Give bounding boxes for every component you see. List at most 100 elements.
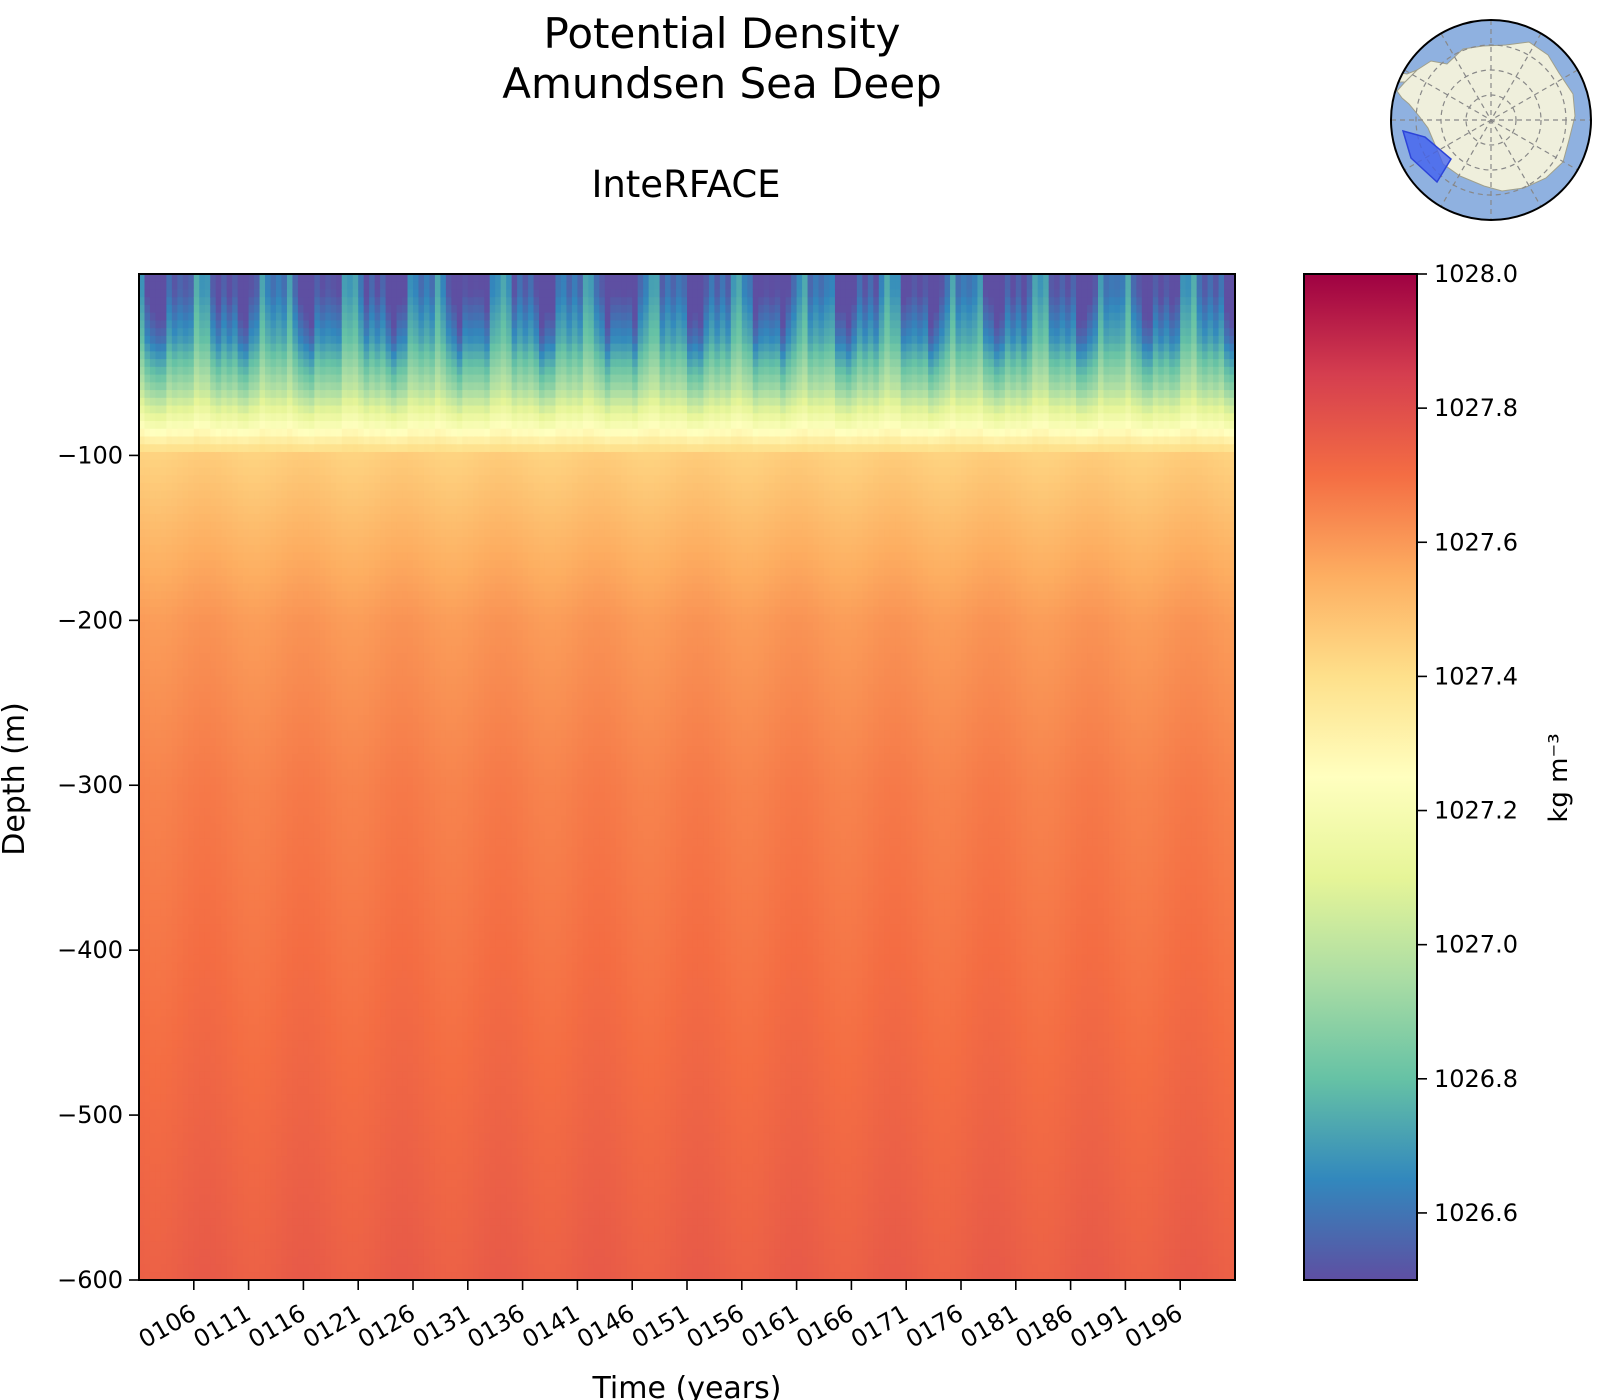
heatmap-cell — [194, 375, 200, 383]
heatmap-cell — [155, 359, 161, 367]
heatmap-cell — [177, 483, 183, 491]
heatmap-cell — [221, 661, 227, 669]
heatmap-cell — [210, 1203, 216, 1211]
heatmap-cell — [144, 1141, 150, 1149]
heatmap-cell — [221, 351, 227, 359]
heatmap-cell — [177, 568, 183, 576]
heatmap-cell — [144, 963, 150, 971]
heatmap-cell — [194, 792, 200, 800]
heatmap-cell — [205, 746, 211, 754]
heatmap-cell — [205, 854, 211, 862]
heatmap-cell — [155, 762, 161, 770]
heatmap-cell — [216, 638, 222, 646]
heatmap-cell — [188, 847, 194, 855]
heatmap-cell — [155, 669, 161, 677]
heatmap-cell — [194, 1040, 200, 1048]
heatmap-cell — [183, 344, 189, 352]
heatmap-cell — [205, 359, 211, 367]
heatmap-cell — [188, 390, 194, 398]
heatmap-cell — [166, 707, 172, 715]
heatmap-cell — [177, 738, 183, 746]
heatmap-cell — [144, 1079, 150, 1087]
heatmap-cell — [166, 599, 172, 607]
heatmap-cell — [183, 932, 189, 940]
heatmap-cell — [161, 823, 167, 831]
heatmap-cell — [199, 576, 205, 584]
heatmap-cell — [166, 467, 172, 475]
heatmap-cell — [210, 723, 216, 731]
heatmap-cell — [199, 661, 205, 669]
heatmap-cell — [216, 1148, 222, 1156]
heatmap-cell — [144, 1063, 150, 1071]
heatmap-cell — [177, 769, 183, 777]
heatmap-cell — [144, 715, 150, 723]
heatmap-cell — [155, 715, 161, 723]
heatmap-cell — [150, 816, 156, 824]
heatmap-cell — [205, 1025, 211, 1033]
heatmap-cell — [210, 437, 216, 445]
heatmap-cell — [150, 653, 156, 661]
heatmap-cell — [161, 514, 167, 522]
heatmap-cell — [172, 661, 178, 669]
heatmap-cell — [205, 754, 211, 762]
heatmap-cell — [161, 452, 167, 460]
heatmap-cell — [216, 800, 222, 808]
heatmap-cell — [205, 676, 211, 684]
heatmap-cell — [210, 909, 216, 917]
heatmap-cell — [227, 537, 233, 545]
heatmap-cell — [216, 847, 222, 855]
heatmap-cell — [150, 437, 156, 445]
heatmap-cell — [210, 645, 216, 653]
heatmap-cell — [172, 367, 178, 375]
heatmap-cell — [172, 584, 178, 592]
heatmap-cell — [150, 297, 156, 305]
heatmap-cell — [177, 893, 183, 901]
heatmap-cell — [199, 1001, 205, 1009]
heatmap-cell — [172, 1265, 178, 1273]
heatmap-cell — [144, 909, 150, 917]
heatmap-cell — [199, 506, 205, 514]
heatmap-cell — [155, 792, 161, 800]
heatmap-cell — [210, 1032, 216, 1040]
heatmap-cell — [188, 1071, 194, 1079]
heatmap-cell — [172, 800, 178, 808]
heatmap-cell — [155, 1017, 161, 1025]
heatmap-cell — [183, 1172, 189, 1180]
heatmap-cell — [172, 359, 178, 367]
heatmap-cell — [155, 1048, 161, 1056]
heatmap-cell — [150, 320, 156, 328]
heatmap-cell — [205, 1226, 211, 1234]
heatmap-cell — [161, 669, 167, 677]
heatmap-cell — [172, 692, 178, 700]
heatmap-cell — [227, 289, 233, 297]
heatmap-cell — [183, 854, 189, 862]
heatmap-cell — [188, 754, 194, 762]
heatmap-cell — [205, 1094, 211, 1102]
heatmap-cell — [205, 289, 211, 297]
heatmap-cell — [188, 1203, 194, 1211]
heatmap-cell — [194, 963, 200, 971]
heatmap-cell — [150, 390, 156, 398]
heatmap-cell — [172, 878, 178, 886]
heatmap-cell — [155, 313, 161, 321]
heatmap-cell — [177, 406, 183, 414]
heatmap-cell — [155, 297, 161, 305]
heatmap-cell — [199, 1164, 205, 1172]
heatmap-cell — [221, 630, 227, 638]
heatmap-cell — [188, 762, 194, 770]
heatmap-cell — [205, 522, 211, 530]
heatmap-cell — [161, 390, 167, 398]
heatmap-cell — [205, 607, 211, 615]
heatmap-cell — [205, 491, 211, 499]
heatmap-cell — [144, 792, 150, 800]
heatmap-cell — [150, 970, 156, 978]
heatmap-cell — [155, 1125, 161, 1133]
heatmap-cell — [194, 467, 200, 475]
heatmap-cell — [194, 289, 200, 297]
heatmap-cell — [194, 1218, 200, 1226]
heatmap-cell — [161, 1056, 167, 1064]
heatmap-cell — [183, 1001, 189, 1009]
heatmap-cell — [172, 1241, 178, 1249]
heatmap-cell — [172, 893, 178, 901]
heatmap-cell — [216, 1040, 222, 1048]
